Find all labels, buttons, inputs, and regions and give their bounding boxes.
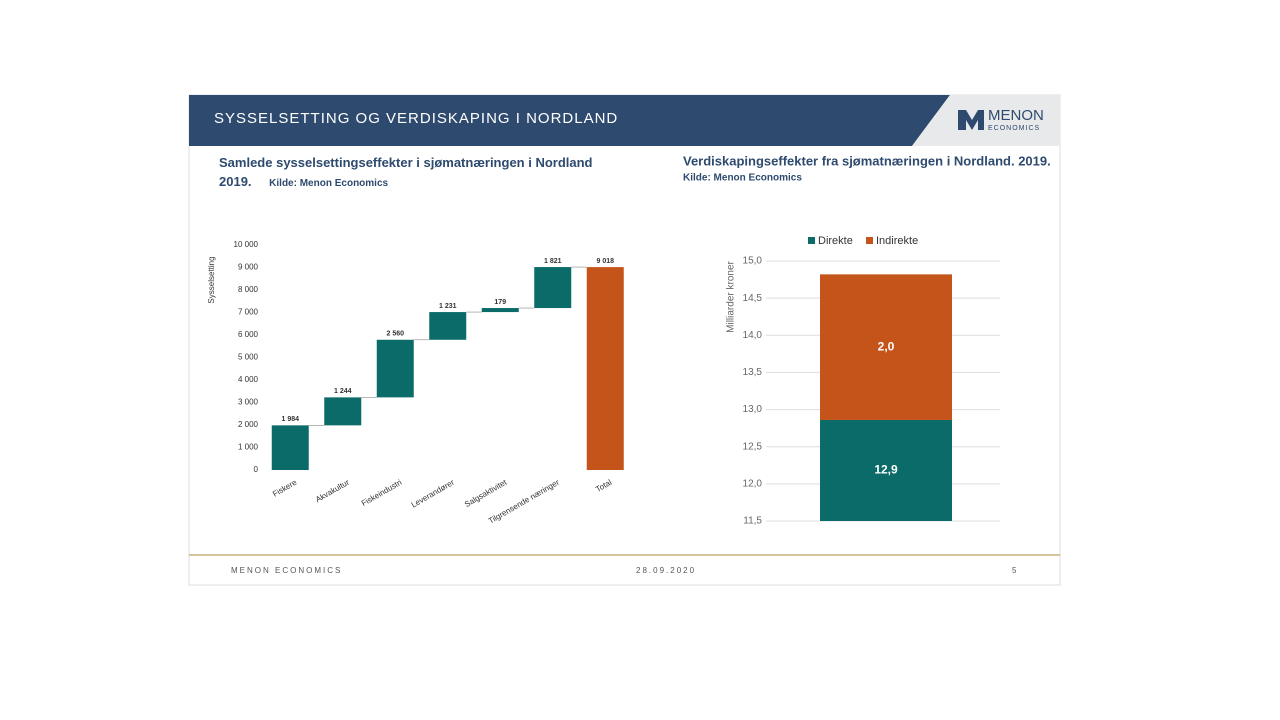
bar-segment bbox=[820, 419, 952, 521]
legend-label: Direkte bbox=[818, 235, 853, 247]
chart-title: Samlede sysselsettingseffekter i sjømatn… bbox=[219, 155, 593, 189]
header-bar bbox=[189, 95, 950, 146]
y-tick-label: 12,5 bbox=[743, 441, 763, 452]
value-label: 1 821 bbox=[544, 258, 562, 265]
value-label: 1 244 bbox=[334, 388, 352, 395]
y-tick-label: 11,5 bbox=[743, 516, 762, 527]
value-label: 1 984 bbox=[281, 416, 299, 423]
bar-segment bbox=[820, 274, 952, 420]
y-tick-label: 14,0 bbox=[743, 330, 763, 341]
bar bbox=[534, 267, 572, 309]
y-tick-label: 1 000 bbox=[238, 443, 259, 452]
legend-label: Indirekte bbox=[876, 235, 918, 247]
legend-swatch bbox=[808, 237, 815, 244]
bar bbox=[271, 425, 309, 470]
bar bbox=[376, 339, 414, 398]
logo-mark bbox=[958, 110, 984, 130]
y-tick-label: 6 000 bbox=[238, 330, 259, 339]
value-label: 12,9 bbox=[874, 463, 898, 477]
value-label: 9 018 bbox=[596, 258, 614, 265]
y-axis-label: Milliarder kroner bbox=[726, 260, 737, 332]
chart-source: Kilde: Menon Economics bbox=[683, 173, 802, 184]
y-tick-label: 13,5 bbox=[743, 367, 763, 378]
y-tick-label: 14,5 bbox=[743, 293, 763, 304]
y-tick-label: 10 000 bbox=[234, 240, 259, 249]
bar bbox=[481, 308, 519, 313]
y-tick-label: 0 bbox=[254, 465, 259, 474]
value-label: 1 231 bbox=[439, 303, 457, 310]
chart-source: Kilde: Menon Economics bbox=[269, 178, 389, 189]
bar bbox=[324, 397, 362, 426]
logo-subtext: ECONOMICS bbox=[988, 125, 1040, 132]
value-label: 2 560 bbox=[386, 331, 404, 338]
value-label: 2,0 bbox=[878, 339, 895, 353]
y-tick-label: 2 000 bbox=[238, 420, 259, 429]
y-tick-label: 13,0 bbox=[743, 404, 763, 415]
y-tick-label: 5 000 bbox=[238, 353, 259, 362]
y-tick-label: 4 000 bbox=[238, 375, 259, 384]
y-tick-label: 12,0 bbox=[743, 478, 763, 489]
footer-page: 5 bbox=[1012, 566, 1017, 575]
y-tick-label: 7 000 bbox=[238, 308, 259, 317]
footer-left: MENON ECONOMICS bbox=[231, 566, 342, 575]
bar bbox=[586, 267, 624, 470]
y-tick-label: 15,0 bbox=[743, 256, 763, 267]
value-label: 179 bbox=[494, 299, 506, 306]
footer-date: 28.09.2020 bbox=[636, 566, 696, 575]
header-title: SYSSELSETTING OG VERDISKAPING I NORDLAND bbox=[214, 110, 618, 127]
y-tick-label: 8 000 bbox=[238, 285, 259, 294]
y-axis-label: Sysselsetting bbox=[207, 256, 216, 303]
chart-title: Verdiskapingseffekter fra sjømatnæringen… bbox=[683, 153, 1051, 168]
logo-text: MENON bbox=[988, 107, 1044, 124]
legend-swatch bbox=[866, 237, 873, 244]
logo-area bbox=[912, 95, 1060, 146]
left-title-box: Samlede sysselsettingseffekter i sjømatn… bbox=[219, 155, 593, 189]
y-tick-label: 9 000 bbox=[238, 263, 259, 272]
y-tick-label: 3 000 bbox=[238, 398, 259, 407]
bar bbox=[429, 312, 467, 340]
